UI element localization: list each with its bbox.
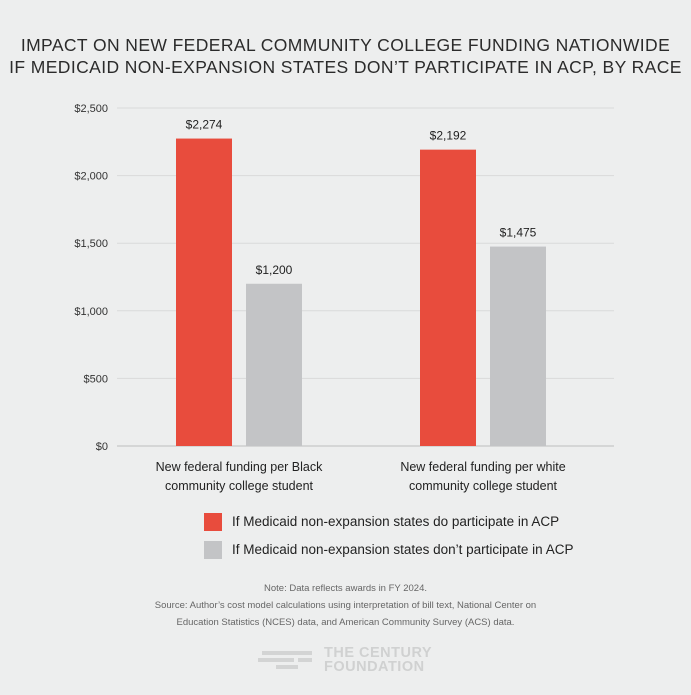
note-line-3: Education Statistics (NCES) data, and Am… (176, 617, 515, 628)
chart-legend: If Medicaid non-expansion states do part… (204, 512, 573, 568)
logo-text: THE CENTURY FOUNDATION (324, 645, 433, 675)
note-line-2: Source: Author’s cost model calculations… (154, 600, 537, 611)
legend-item-participate: If Medicaid non-expansion states do part… (204, 512, 573, 531)
data-label: $1,200 (256, 263, 293, 277)
x-category-label: community college student (409, 479, 558, 493)
century-foundation-logo: THE CENTURY FOUNDATION (258, 646, 432, 674)
data-label: $1,475 (500, 226, 537, 240)
logo-mark-icon (258, 649, 314, 671)
source-note: Note: Data reflects awards in FY 2024. S… (0, 580, 691, 631)
y-tick-label: $500 (84, 373, 108, 385)
y-tick-label: $1,000 (74, 306, 108, 318)
logo-text-line-2: FOUNDATION (324, 659, 425, 675)
x-category-label: New federal funding per white (400, 460, 565, 474)
chart-title: IMPACT ON NEW FEDERAL COMMUNITY COLLEGE … (0, 34, 691, 78)
chart-title-line-2: IF MEDICAID NON-EXPANSION STATES DON’T P… (9, 57, 682, 77)
legend-swatch-not-participate (204, 540, 222, 559)
y-tick-label: $1,500 (74, 238, 108, 250)
data-label: $2,192 (430, 129, 467, 143)
note-line-1: Note: Data reflects awards in FY 2024. (264, 583, 427, 594)
x-category-label: New federal funding per Black (156, 460, 324, 474)
y-tick-label: $0 (96, 441, 108, 453)
bar-chart: $0 $500 $1,000 $1,500 $2,000 $2,500 $2,274 $2,1… (74, 103, 614, 493)
y-tick-label: $2,500 (74, 103, 108, 115)
x-category-label: community college student (165, 479, 314, 493)
logo-text-line-1: THE CENTURY (324, 645, 433, 661)
bar (490, 246, 546, 446)
chart-title-line-1: IMPACT ON NEW FEDERAL COMMUNITY COLLEGE … (20, 35, 671, 55)
bar (176, 138, 232, 446)
bar (420, 149, 476, 446)
data-label: $2,274 (186, 118, 223, 132)
legend-label-not-participate: If Medicaid non-expansion states don’t p… (232, 542, 574, 557)
legend-label-participate: If Medicaid non-expansion states do part… (232, 514, 560, 529)
y-tick-label: $2,000 (74, 171, 108, 183)
legend-swatch-participate (204, 512, 222, 531)
legend-item-not-participate: If Medicaid non-expansion states don’t p… (204, 540, 573, 559)
bar (246, 283, 302, 446)
